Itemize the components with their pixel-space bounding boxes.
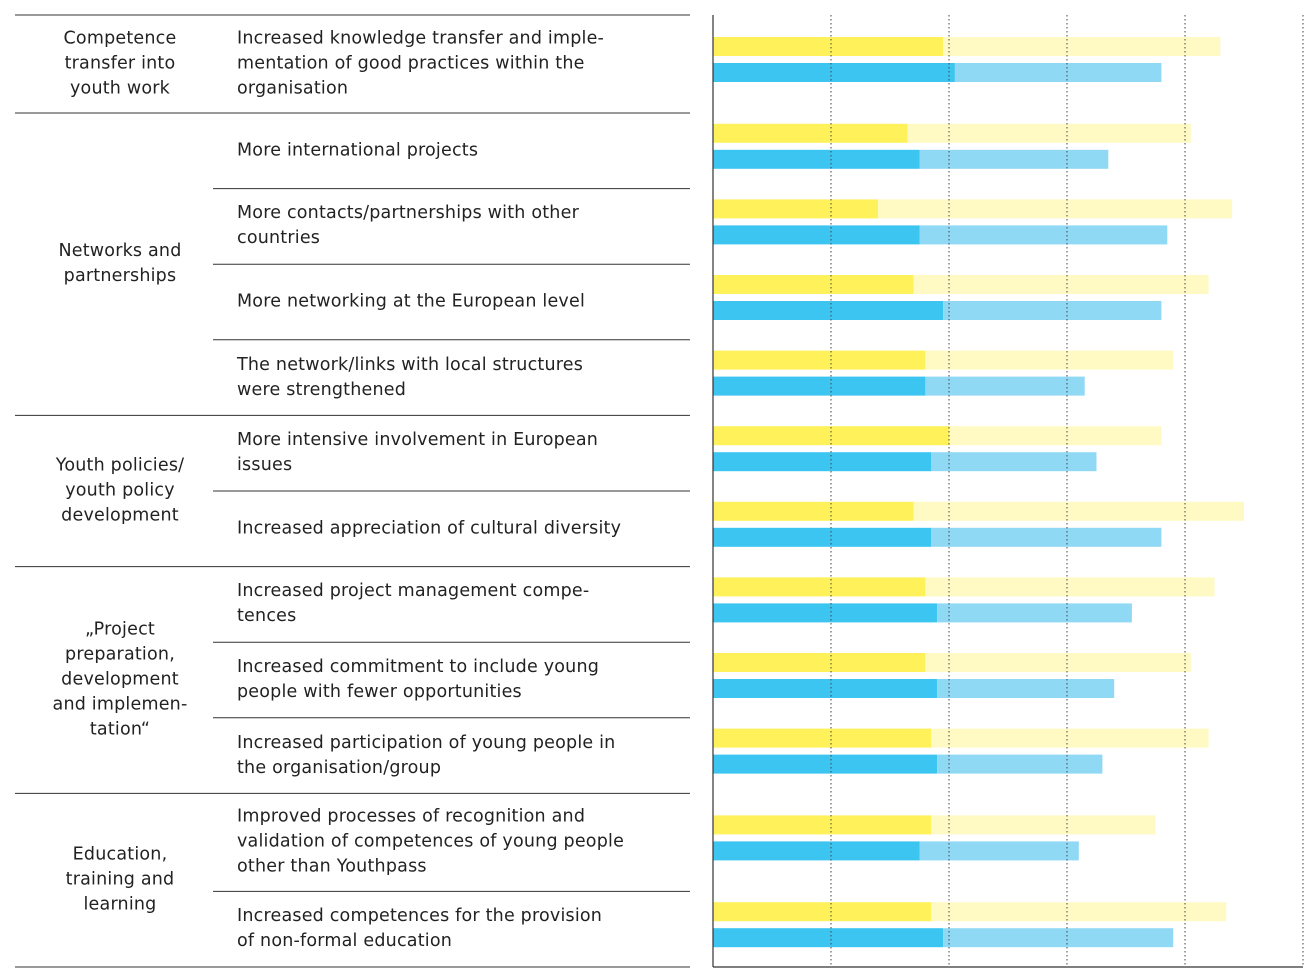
bar-segment [713, 527, 932, 547]
bar-segment [713, 928, 944, 948]
bar-segment [913, 275, 1209, 294]
bar-segment [713, 199, 879, 219]
bar-segment [713, 37, 944, 56]
group-label: Youth policies/ youth policy development [55, 455, 185, 526]
bar-segment [713, 452, 932, 472]
bar-segment [713, 577, 926, 597]
bar-segment [713, 841, 920, 861]
item-label: Increased project management compe- tenc… [237, 581, 590, 627]
item-label: Increased knowledge transfer and imple- … [237, 28, 605, 99]
bar-segment [713, 754, 938, 774]
bar-segment [713, 376, 926, 396]
bar-segment [925, 653, 1191, 672]
bar-segment [943, 37, 1221, 56]
bar-segment [878, 199, 1233, 219]
bar-segment [937, 679, 1115, 698]
bar-segment [713, 275, 914, 294]
bar-segment [937, 754, 1103, 774]
group-label: Competence transfer into youth work [63, 28, 177, 99]
item-label: Improved processes of recognition and va… [237, 806, 625, 877]
group-label: Education, training and learning [65, 844, 175, 915]
bar-segment [713, 63, 955, 82]
item-label: More contacts/partnerships with other co… [237, 203, 579, 249]
bar-segment [954, 63, 1162, 82]
bar-segment [713, 225, 920, 245]
bar-segment [713, 653, 926, 672]
item-label: Increased appreciation of cultural diver… [237, 518, 622, 539]
bar-segment [913, 501, 1244, 521]
bar-segment [713, 902, 932, 922]
bar-segment [943, 301, 1162, 320]
item-label: More intensive involvement in European i… [237, 430, 599, 476]
bar-segment [713, 815, 932, 835]
bar-segment [713, 501, 914, 521]
bar-segment [713, 603, 938, 623]
bar-segment [931, 527, 1162, 547]
bar-segment [937, 603, 1132, 623]
group-label: Networks and partnerships [58, 241, 182, 287]
bar-segment [919, 225, 1168, 245]
bar-segment [943, 928, 1174, 948]
bar-segment [931, 728, 1209, 748]
bar-segment [713, 301, 944, 320]
bar-segment [931, 902, 1227, 922]
bar-segment [931, 815, 1156, 835]
bar-segment [925, 376, 1085, 396]
item-label: The network/links with local structures … [237, 354, 584, 400]
item-label: Increased competences for the provision … [237, 906, 603, 952]
bar-segment [919, 149, 1109, 169]
group-label: „Project preparation, development and im… [52, 619, 188, 740]
bar-segment [713, 350, 926, 370]
item-label: Increased commitment to include young pe… [237, 657, 600, 702]
bar-segment [907, 123, 1191, 143]
bar-segment [925, 350, 1174, 370]
bar-segment [713, 149, 920, 169]
bar-segment [713, 123, 908, 143]
bar-segment [949, 426, 1162, 446]
bar-segment [919, 841, 1079, 861]
bar-segment [925, 577, 1215, 597]
item-label: More international projects [237, 140, 479, 161]
item-label: More networking at the European level [237, 291, 586, 312]
bar-segment [931, 452, 1097, 472]
bar-segment [713, 679, 938, 698]
bar-segment [713, 728, 932, 748]
item-label: Increased participation of young people … [237, 732, 616, 778]
